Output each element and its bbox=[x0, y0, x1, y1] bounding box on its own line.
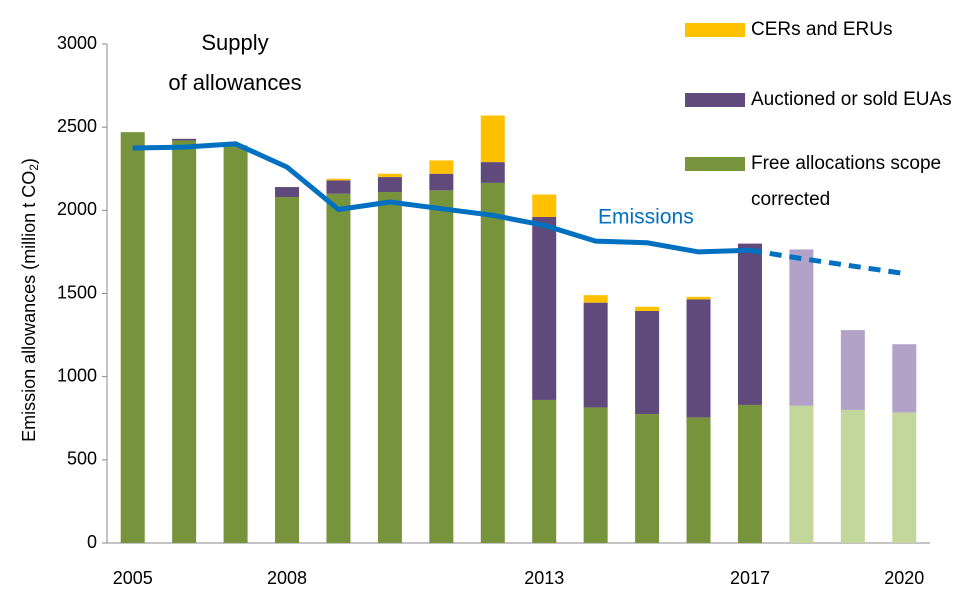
bar-segment bbox=[635, 414, 660, 543]
legend-swatch bbox=[685, 157, 745, 171]
legend-item: Auctioned or sold EUAs bbox=[685, 82, 965, 118]
annotation: of allowances bbox=[168, 70, 301, 95]
bar-segment bbox=[686, 299, 711, 418]
bar-segment bbox=[326, 180, 351, 194]
bar-segment bbox=[789, 405, 814, 543]
bar-segment bbox=[377, 192, 402, 543]
bar-segment bbox=[172, 140, 197, 543]
x-tick-label: 2020 bbox=[884, 568, 924, 588]
legend-swatch bbox=[685, 23, 745, 37]
y-tick-label: 2000 bbox=[57, 199, 97, 219]
legend-item: Free allocations scope corrected bbox=[685, 146, 965, 218]
bar-segment bbox=[120, 132, 145, 543]
legend-item: CERs and ERUs bbox=[685, 12, 965, 48]
bar-segment bbox=[429, 173, 454, 191]
bar-segment bbox=[275, 187, 300, 198]
bar-segment bbox=[532, 216, 557, 400]
x-tick-label: 2017 bbox=[730, 568, 770, 588]
bar-segment bbox=[686, 296, 711, 300]
x-tick-label: 2008 bbox=[267, 568, 307, 588]
x-tick-label: 2005 bbox=[113, 568, 153, 588]
bar-segment bbox=[686, 417, 711, 543]
x-tick-label: 2013 bbox=[524, 568, 564, 588]
bar-segment bbox=[480, 162, 505, 183]
bar-segment bbox=[377, 177, 402, 193]
bar-segment bbox=[429, 160, 454, 174]
bar-segment bbox=[892, 344, 917, 413]
bar-segment bbox=[429, 190, 454, 543]
y-tick-label: 500 bbox=[67, 449, 97, 469]
bar-segment bbox=[583, 295, 608, 303]
bar-segment bbox=[635, 310, 660, 415]
y-tick-label: 3000 bbox=[57, 33, 97, 53]
bar-segment bbox=[172, 138, 197, 141]
annotation: Supply bbox=[201, 30, 268, 55]
legend-label: Free allocations scope corrected bbox=[751, 153, 942, 210]
bar-segment bbox=[737, 404, 762, 543]
y-tick-label: 0 bbox=[87, 532, 97, 552]
bar-segment bbox=[840, 330, 865, 410]
y-tick-label: 1000 bbox=[57, 365, 97, 385]
bar-segment bbox=[789, 249, 814, 406]
y-axis-label: Emission allowances (million t CO2) bbox=[19, 158, 41, 442]
bar-segment bbox=[635, 306, 660, 311]
legend-label: Auctioned or sold EUAs bbox=[751, 89, 952, 110]
legend-label: CERs and ERUs bbox=[751, 19, 893, 40]
bar-segment bbox=[326, 178, 351, 181]
emissions-label: Emissions bbox=[598, 206, 694, 229]
bar-segment bbox=[892, 412, 917, 543]
bar-segment bbox=[377, 173, 402, 178]
bar-segment bbox=[480, 115, 505, 163]
legend-swatch bbox=[685, 93, 745, 107]
y-axis-label-text: Emission allowances (million t CO bbox=[19, 171, 39, 442]
bar-segment bbox=[583, 302, 608, 408]
emissions-line bbox=[132, 141, 751, 255]
bar-segment bbox=[326, 193, 351, 543]
bar-segment bbox=[275, 197, 300, 543]
bar-segment bbox=[840, 409, 865, 543]
emissions-line bbox=[749, 247, 905, 277]
y-axis-label-tail: ) bbox=[19, 158, 39, 164]
bar-segment bbox=[223, 145, 248, 544]
bar-segment bbox=[532, 194, 557, 217]
bar-segment bbox=[737, 243, 762, 405]
bar-segment bbox=[532, 399, 557, 543]
y-tick-label: 1500 bbox=[57, 282, 97, 302]
bar-segment bbox=[480, 182, 505, 543]
y-tick-label: 2500 bbox=[57, 116, 97, 136]
y-axis-label-sub: 2 bbox=[27, 164, 41, 171]
bar-segment bbox=[583, 407, 608, 543]
